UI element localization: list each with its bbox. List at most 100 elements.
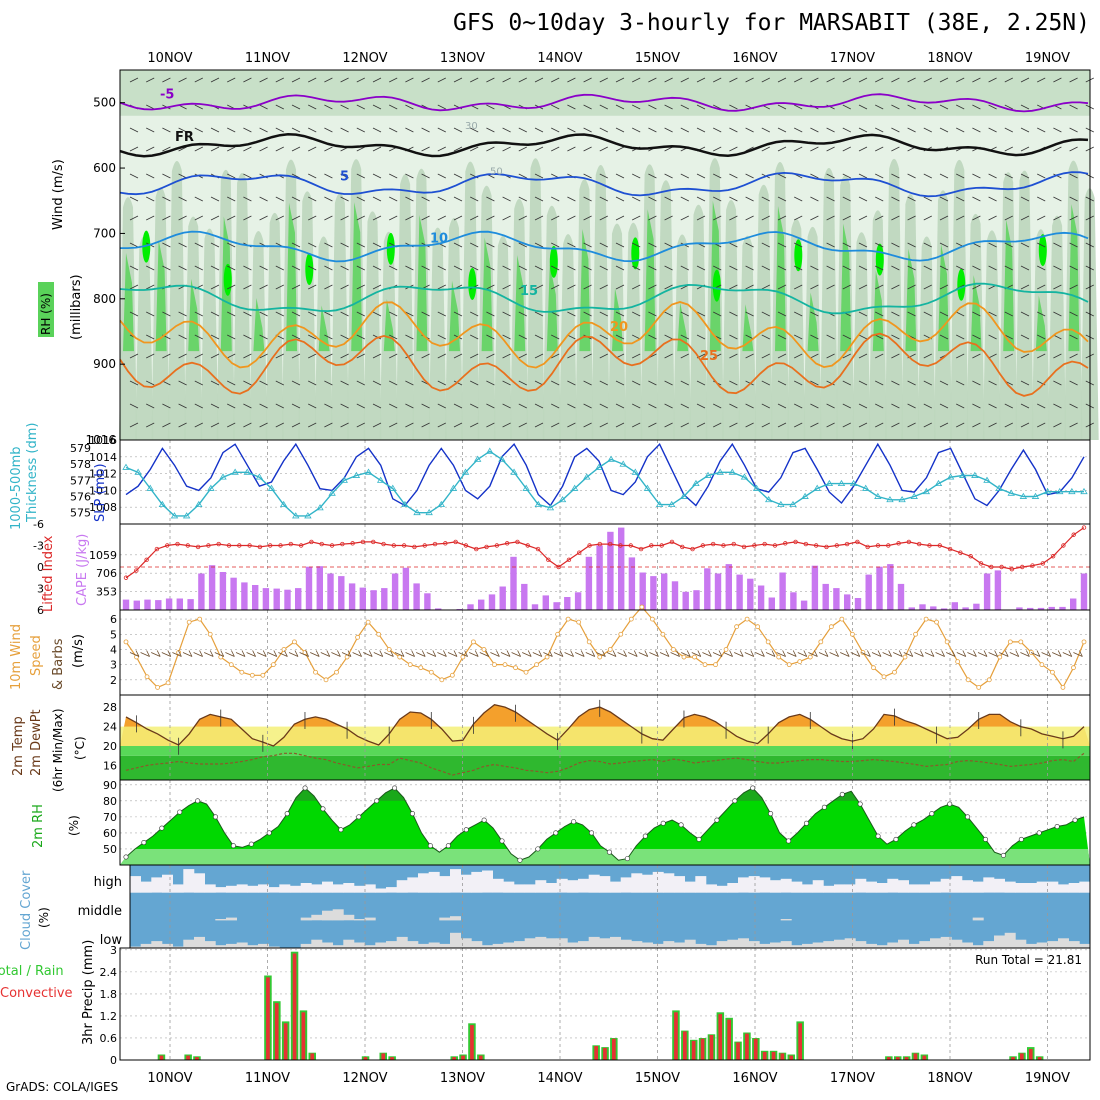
cloud-cell-low: [258, 943, 269, 949]
wind-barb: [356, 311, 365, 317]
wind-speed-marker: [144, 674, 150, 680]
wind-barb: [826, 127, 835, 133]
wind-speed-marker: [249, 672, 255, 678]
wind-barb: [777, 265, 787, 271]
wind-barb-10m: [1052, 652, 1062, 657]
wind-barb: [1004, 403, 1013, 409]
wind-speed-marker: [892, 669, 897, 675]
lifted-index-marker: [371, 539, 376, 545]
thickness-marker: [158, 500, 167, 508]
wind-barb: [567, 311, 576, 317]
wind-barb: [810, 403, 819, 409]
wind-barb-10m: [612, 650, 617, 657]
wind-barb: [453, 422, 463, 428]
wind-speed-marker: [607, 647, 613, 652]
wind-barb-10m: [416, 652, 426, 657]
cloud-cell-high: [642, 874, 653, 893]
wind-barb: [923, 196, 932, 202]
wind-barb: [729, 77, 738, 83]
temperature-contour: [119, 282, 1089, 315]
wind-barb: [972, 215, 981, 221]
wind-barb: [1053, 284, 1062, 290]
precip-convective-bar: [363, 1057, 368, 1060]
wind-barb: [988, 403, 997, 409]
wind-barb: [308, 215, 317, 221]
wind-barb: [729, 380, 738, 386]
cloud-cell-high: [1015, 883, 1027, 893]
temp-area: [120, 704, 1090, 746]
wind-barb: [1020, 173, 1030, 179]
wind-barb: [648, 127, 657, 133]
lifted-index-marker: [350, 541, 355, 546]
wind-barb: [308, 104, 317, 110]
wind-tick-label: 3: [110, 659, 117, 672]
slp-tick-label: 1010: [89, 484, 117, 497]
wind-barb: [453, 353, 463, 359]
wind-barb: [696, 380, 706, 386]
wind-barb: [632, 215, 641, 221]
rh-marker: [786, 838, 792, 844]
wind-barb: [615, 311, 625, 317]
rh-marker: [159, 825, 165, 831]
thickness-marker: [510, 468, 518, 475]
axis-label-rh: RH (%): [39, 293, 53, 335]
wind-tick-label: 6: [110, 613, 117, 626]
wind-barb-10m: [400, 650, 405, 657]
thickness-tick-label: 575: [70, 507, 91, 520]
cloud-cell-high: [706, 884, 717, 893]
cape-bar: [531, 604, 539, 610]
wind-barb-10m: [861, 652, 871, 657]
wind-barb: [729, 127, 738, 133]
wind-barb: [421, 196, 430, 202]
wind-barb: [210, 284, 220, 290]
wind-speed-marker: [260, 672, 266, 678]
cape-bar: [155, 600, 162, 610]
cape-bar: [747, 578, 754, 610]
thickness-marker: [546, 504, 555, 511]
wind-barb: [340, 380, 349, 386]
wind-barb: [648, 380, 657, 386]
wind-speed-marker: [523, 669, 529, 675]
wind-barb: [162, 353, 171, 359]
wind-barb: [243, 380, 252, 386]
wind-barb-10m: [628, 652, 638, 657]
cloud-cell-high: [300, 883, 312, 893]
wind-barb: [696, 215, 706, 221]
precip-convective-bar: [683, 1031, 687, 1060]
wind-barb: [551, 311, 560, 317]
wind-barb-10m: [729, 650, 733, 657]
wind-barb: [178, 353, 187, 359]
cloud-cell-high: [226, 885, 237, 893]
wind-barb: [1069, 146, 1078, 152]
wind-barb-10m: [644, 650, 649, 657]
cloud-cell-low: [738, 938, 749, 948]
wind-barb-10m: [596, 652, 606, 657]
wind-barb: [470, 403, 479, 409]
wind-barb: [664, 265, 673, 271]
cloud-cell-low: [151, 941, 163, 948]
cloud-cell-high: [418, 873, 429, 893]
wind-barb: [486, 334, 495, 340]
wind-barb: [875, 403, 884, 409]
wind-barb-10m: [941, 650, 945, 657]
wind-barb: [777, 77, 787, 83]
wind-barb: [1053, 196, 1062, 202]
wind-speed-marker: [323, 677, 329, 683]
wind-barb-10m: [305, 650, 309, 657]
wind-barb: [972, 284, 981, 290]
wind-barb: [291, 127, 301, 133]
cloud-cell-low: [1026, 943, 1037, 949]
wind-barb: [794, 242, 803, 248]
wind-barb: [146, 215, 155, 221]
cape-bar: [574, 592, 582, 610]
wind-barb: [162, 173, 171, 179]
cape-bar: [930, 606, 937, 610]
wind-barb: [551, 284, 560, 290]
precip-convective-bar: [718, 1014, 723, 1060]
wind-barb: [891, 173, 900, 179]
slp-tick-label: 1016: [89, 434, 117, 447]
wind-barb: [939, 284, 949, 290]
rh-marker: [535, 846, 541, 852]
wind-speed-marker: [702, 662, 708, 668]
wind-barb-10m: [299, 652, 309, 657]
